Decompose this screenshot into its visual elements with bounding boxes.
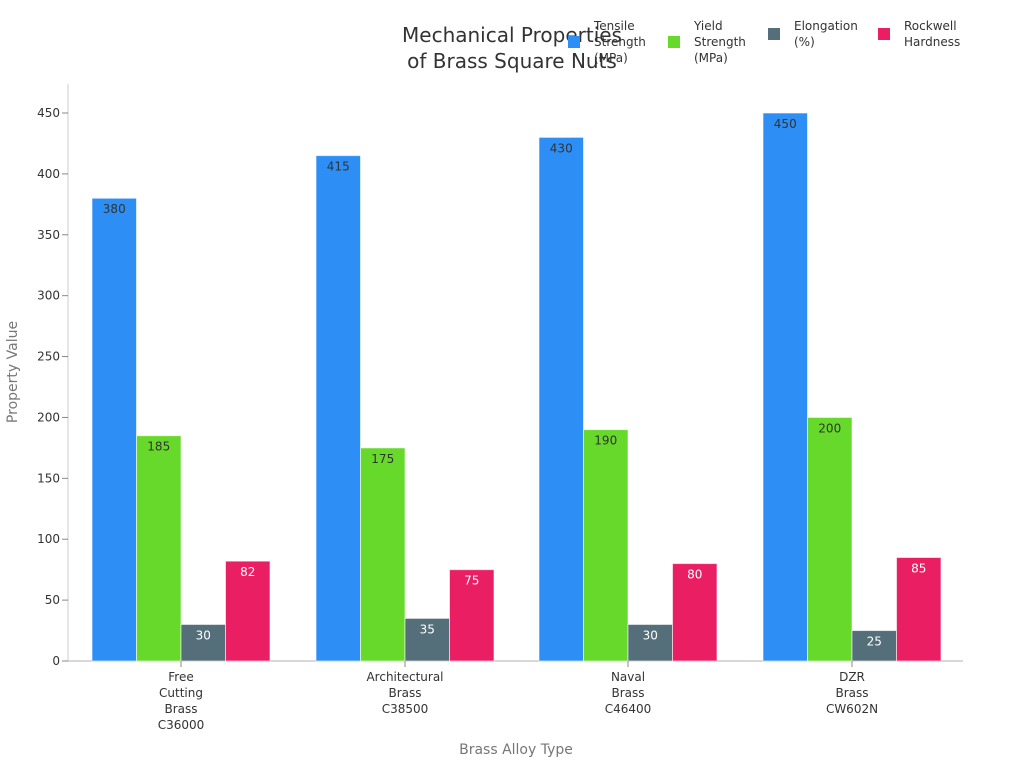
bar-value-label: 430 [550, 141, 573, 155]
bar-value-label: 82 [240, 565, 255, 579]
bar-value-label: 190 [594, 434, 617, 448]
bar-value-label: 30 [643, 628, 658, 642]
bar-value-label: 30 [196, 628, 211, 642]
y-tick-label: 300 [37, 289, 60, 303]
y-tick-label: 250 [37, 350, 60, 364]
y-tick-label: 200 [37, 410, 60, 424]
y-tick-label: 450 [37, 106, 60, 120]
bar-group: 450 200 25 85 [762, 112, 942, 662]
legend-label: Yield Strength (MPa) [694, 19, 746, 65]
bar[interactable] [404, 617, 450, 662]
bar[interactable] [583, 429, 629, 662]
legend-swatch [768, 28, 780, 40]
chart-title-line-2: of Brass Square Nuts [407, 49, 617, 73]
x-tick-label: Architectural Brass C38500 [366, 670, 444, 716]
bar[interactable] [360, 447, 406, 662]
bar[interactable] [449, 569, 495, 662]
bar[interactable] [315, 155, 361, 662]
legend-swatch [878, 28, 890, 40]
bar-group: 380 185 30 82 [91, 197, 271, 662]
y-tick-label: 50 [45, 593, 60, 607]
x-tick-label: Free Cutting Brass C36000 [157, 670, 205, 732]
chart-title: Mechanical Properties of Brass Square Nu… [362, 22, 662, 74]
bar-value-label: 450 [774, 117, 797, 131]
y-tick-label: 350 [37, 228, 60, 242]
bar-group: 430 190 30 80 [538, 136, 718, 662]
bar[interactable] [91, 197, 137, 662]
bar-value-label: 35 [420, 622, 435, 636]
y-tick-label: 100 [37, 532, 60, 546]
x-tick-label: DZR Brass CW602N [825, 670, 879, 716]
bar[interactable] [225, 560, 271, 662]
legend-swatch [568, 36, 580, 48]
legend-label: Tensile Strength (MPa) [594, 19, 646, 65]
bar-value-label: 25 [867, 635, 882, 649]
bar[interactable] [538, 136, 584, 662]
bar-value-label: 200 [818, 421, 841, 435]
bar-value-label: 175 [371, 452, 394, 466]
y-tick-label: 150 [37, 471, 60, 485]
x-tick-label: Naval Brass C46400 [604, 670, 652, 716]
bar-value-label: 85 [911, 561, 926, 575]
bar-value-label: 80 [687, 568, 702, 582]
legend-label: Elongation (%) [794, 19, 858, 49]
y-tick-label: 400 [37, 167, 60, 181]
legend-swatch [668, 36, 680, 48]
bar-value-label: 415 [327, 160, 350, 174]
bar-value-label: 75 [464, 574, 479, 588]
bar-value-label: 380 [103, 202, 126, 216]
bar-group: 415 175 35 75 [315, 155, 495, 662]
y-tick-label: 0 [52, 654, 60, 668]
legend-label: Rockwell Hardness [904, 19, 961, 49]
bar[interactable] [672, 563, 718, 662]
bar[interactable] [762, 112, 808, 662]
y-axis-title: Property Value [5, 320, 21, 424]
x-axis-title: Brass Alloy Type [459, 742, 573, 758]
chart-title-line-1: Mechanical Properties [402, 23, 622, 47]
bar-value-label: 185 [147, 440, 170, 454]
bar[interactable] [807, 416, 853, 662]
bar[interactable] [136, 435, 182, 662]
bar[interactable] [896, 556, 942, 662]
